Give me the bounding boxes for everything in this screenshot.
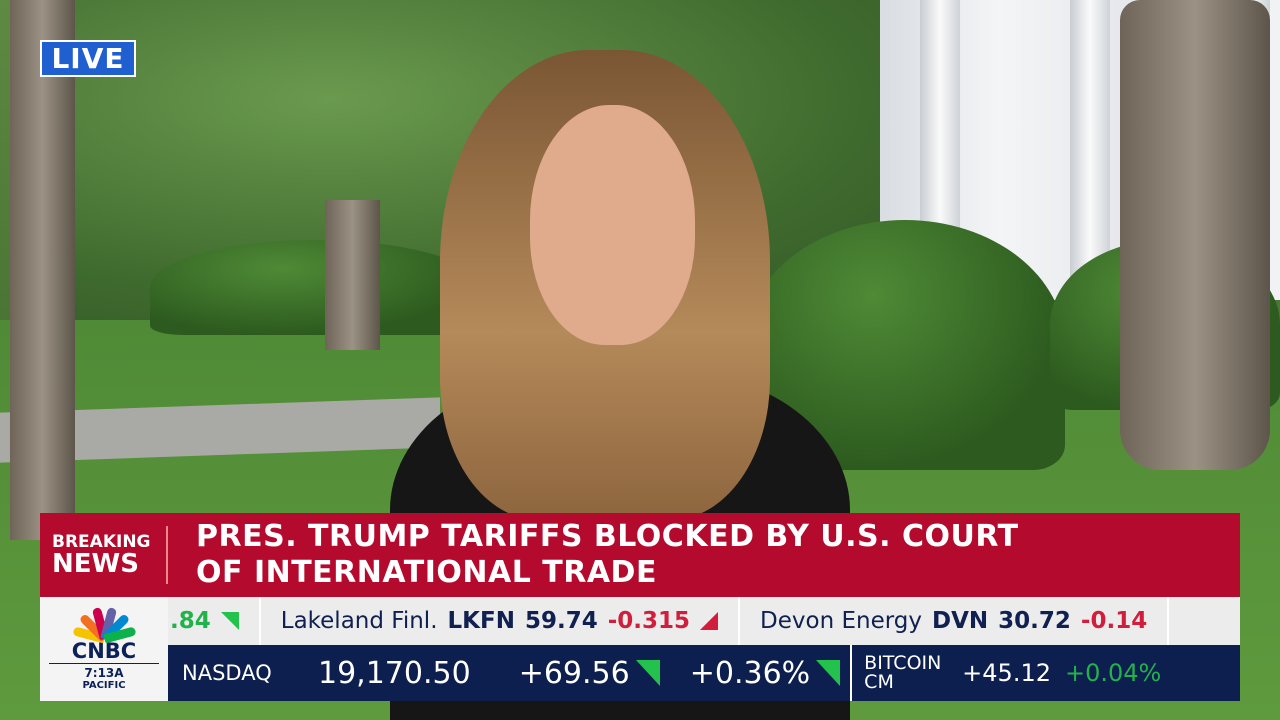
bitcoin-label-line-1: BITCOIN [864, 652, 942, 674]
ticker-item: Devon Energy DVN 30.72 -0.14 [740, 597, 1170, 645]
ticker-symbol: LKFN [447, 608, 515, 634]
ticker-item: Lakeland Finl. LKFN 59.74 -0.315 [261, 597, 741, 645]
bitcoin-percent: +0.04% [1065, 659, 1162, 687]
news-label: NEWS [52, 548, 139, 579]
ticker-company: Lakeland Finl. [280, 608, 438, 634]
ticker-company: Devon Energy [760, 608, 922, 634]
bitcoin-label: BITCOIN CM [852, 654, 962, 692]
headline-line-1: PRES. TRUMP TARIFFS BLOCKED BY U.S. COUR… [196, 519, 1019, 554]
network-name: CNBC [49, 639, 159, 664]
nasdaq-label: NASDAQ [182, 661, 272, 685]
nasdaq-change: +69.56 [518, 655, 630, 691]
peacock-logo-icon [72, 603, 137, 644]
headline-line-2: OF INTERNATIONAL TRADE [196, 555, 657, 590]
headline: PRES. TRUMP TARIFFS BLOCKED BY U.S. COUR… [168, 519, 1019, 591]
index-ticker: NASDAQ 19,170.50 +69.56 +0.36% BITCOIN C… [168, 645, 1240, 701]
tree-trunk [1120, 0, 1270, 470]
triangle-up-icon [220, 612, 239, 630]
breaking-news-label: BREAKING NEWS [40, 526, 168, 584]
divider [850, 645, 853, 701]
cnbc-logo-block: CNBC 7:13A PACIFIC [40, 597, 168, 701]
clock-time: 7:13A [84, 666, 124, 680]
stock-ticker: .84 Lakeland Finl. LKFN 59.74 -0.315 Dev… [168, 597, 1240, 645]
ticker-change: -0.315 [607, 608, 691, 634]
nasdaq-percent: +0.36% [689, 655, 811, 691]
breaking-label: BREAKING [52, 531, 151, 552]
clock-timezone: PACIFIC [82, 680, 126, 691]
ticker-price: 30.72 [998, 608, 1071, 634]
ticker-change: -0.14 [1080, 608, 1148, 634]
bitcoin-change: +45.12 [962, 659, 1051, 687]
ticker-change: .84 [170, 608, 211, 634]
nasdaq-value: 19,170.50 [318, 655, 471, 691]
live-badge: LIVE [40, 40, 136, 77]
triangle-up-icon [816, 660, 841, 686]
tree-trunk [10, 0, 75, 540]
tree-trunk [325, 200, 380, 350]
breaking-news-chyron: BREAKING NEWS PRES. TRUMP TARIFFS BLOCKE… [40, 513, 1240, 597]
triangle-down-icon [700, 612, 719, 630]
hedge [150, 240, 480, 335]
ticker-price: 59.74 [524, 608, 598, 634]
ticker-item: .84 [168, 597, 261, 645]
bitcoin-label-line-2: CM [864, 671, 894, 693]
ticker-symbol: DVN [932, 608, 989, 634]
triangle-up-icon [635, 660, 660, 686]
